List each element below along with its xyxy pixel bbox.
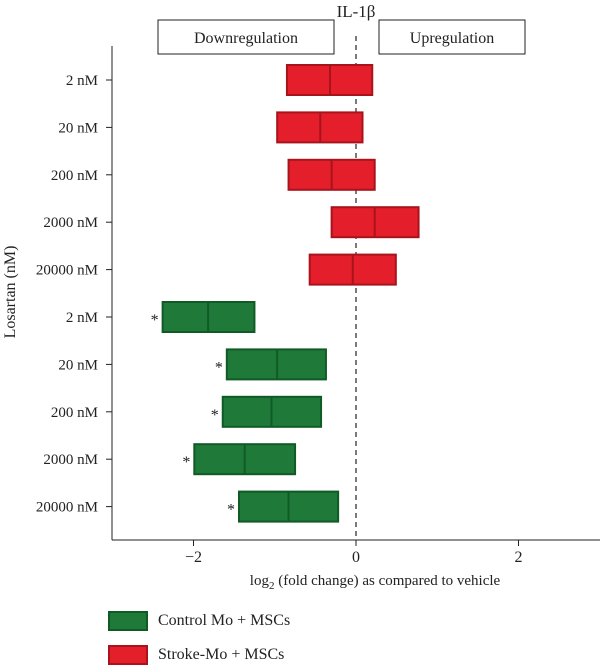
x-tick-label: −2 — [185, 549, 202, 566]
y-tick-label: 2 nM — [66, 310, 98, 326]
significance-star: * — [182, 454, 190, 471]
upregulation-label: Upregulation — [410, 30, 494, 47]
legend-label-control: Control Mo + MSCs — [158, 612, 291, 629]
y-tick-label: 20 nM — [58, 120, 98, 136]
y-tick-label: 2000 nM — [43, 215, 98, 231]
significance-star: * — [151, 312, 159, 329]
x-tick-label: 2 — [515, 549, 523, 566]
x-tick-label: 0 — [352, 549, 360, 566]
chart-marks: 2 nM 20 nM 200 nM 2000 nM 20000 nM 2 nM * 20 nM… — [36, 64, 420, 523]
y-tick-label: 200 nM — [51, 168, 98, 184]
y-axis-label: Losartan (nM) — [2, 246, 19, 339]
x-axis-label-text: (fold change) as compared to vehicle — [274, 573, 500, 589]
legend-item-stroke: Stroke-Mo + MSCs — [108, 645, 408, 671]
chart-title: IL-1β — [337, 2, 376, 21]
chart: IL-1β Downregulation Upregulation 2 nM20… — [2, 2, 600, 592]
y-tick-label: 200 nM — [51, 405, 98, 421]
legend-swatch-stroke — [108, 645, 148, 665]
y-tick-label: 20000 nM — [36, 500, 98, 516]
downregulation-label: Downregulation — [194, 30, 298, 47]
x-axis-label: log2 (fold change) as compared to vehicl… — [250, 573, 501, 592]
y-tick-label: 20 nM — [58, 357, 98, 373]
y-tick-label: 2 nM — [66, 73, 98, 89]
significance-star: * — [211, 407, 219, 424]
legend-label-stroke: Stroke-Mo + MSCs — [158, 646, 285, 663]
legend-item-control: Control Mo + MSCs — [108, 611, 408, 637]
significance-star: * — [215, 359, 223, 376]
significance-star: * — [227, 502, 235, 519]
y-tick-label: 20000 nM — [36, 263, 98, 279]
downregulation-box — [157, 19, 335, 55]
y-tick-label: 2000 nM — [43, 452, 98, 468]
legend-swatch-control — [108, 611, 148, 631]
upregulation-box — [378, 19, 526, 55]
